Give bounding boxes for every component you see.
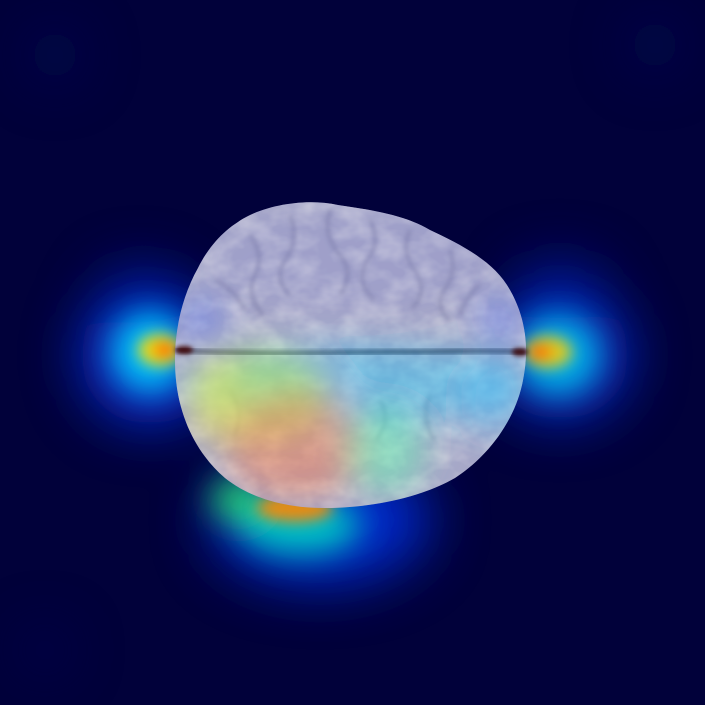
- corner-glows: [20, 15, 685, 675]
- fissure-ends: [175, 346, 528, 356]
- brain-slice: [174, 202, 526, 508]
